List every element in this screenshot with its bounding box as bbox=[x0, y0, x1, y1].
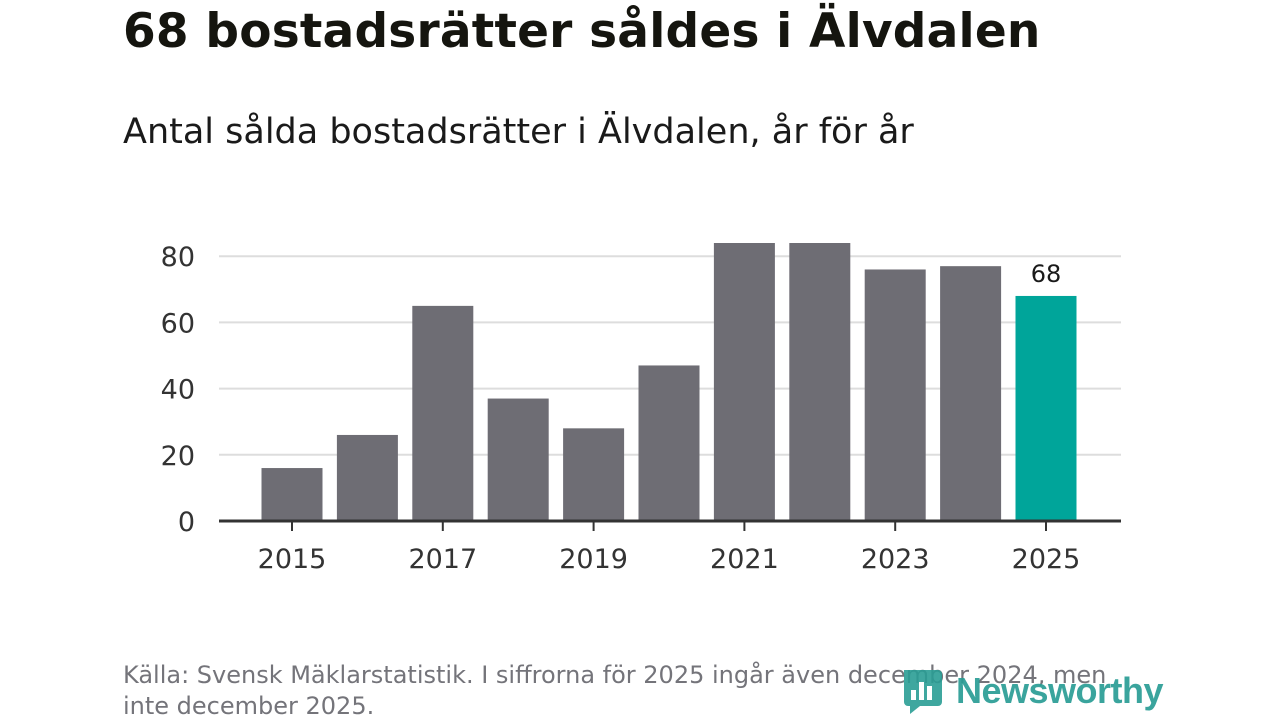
newsworthy-logo-text: Newsworthy bbox=[956, 670, 1164, 711]
bar-2015 bbox=[261, 468, 323, 521]
bar-2021 bbox=[713, 243, 775, 521]
x-tick-label-2017: 2017 bbox=[408, 544, 477, 575]
bar-2024 bbox=[940, 266, 1002, 521]
bar-2023 bbox=[864, 269, 926, 521]
x-tick-label-2015: 2015 bbox=[258, 544, 327, 575]
x-tick-label-2023: 2023 bbox=[861, 544, 930, 575]
bar-2022 bbox=[789, 243, 851, 521]
newsworthy-logo: Newsworthy bbox=[900, 666, 1164, 716]
chart-subtitle: Antal sålda bostadsrätter i Älvdalen, år… bbox=[123, 112, 914, 152]
data-labels: 68 bbox=[1031, 260, 1062, 288]
bar-2017 bbox=[412, 305, 474, 521]
data-label-2025: 68 bbox=[1031, 260, 1062, 288]
bars bbox=[261, 243, 1077, 521]
bar-2019 bbox=[563, 428, 625, 521]
x-tick-label-2021: 2021 bbox=[710, 544, 779, 575]
bar-2025 bbox=[1015, 295, 1077, 521]
x-tick-label-2025: 2025 bbox=[1012, 544, 1081, 575]
chart-title: 68 bostadsrätter såldes i Älvdalen bbox=[123, 4, 1041, 59]
y-tick-label-60: 60 bbox=[161, 308, 195, 339]
bar-2018 bbox=[487, 398, 549, 521]
x-tick-label-2019: 2019 bbox=[559, 544, 628, 575]
y-tick-label-0: 0 bbox=[178, 507, 195, 538]
bar-2016 bbox=[336, 434, 398, 521]
axes: 0 20 40 60 80 2015 2017 2019 2021 2023 2025 bbox=[161, 242, 1121, 575]
newsworthy-logo-icon bbox=[904, 670, 942, 714]
y-tick-label-20: 20 bbox=[161, 441, 195, 472]
y-tick-label-80: 80 bbox=[161, 242, 195, 273]
bar-2020 bbox=[638, 365, 700, 521]
bar-chart: 0 20 40 60 80 2015 2017 2019 2021 2023 2025 68 bbox=[161, 242, 1121, 575]
y-tick-label-40: 40 bbox=[161, 375, 195, 406]
source-note: Källa: Svensk Mäklarstatistik. I siffror… bbox=[123, 661, 1107, 720]
